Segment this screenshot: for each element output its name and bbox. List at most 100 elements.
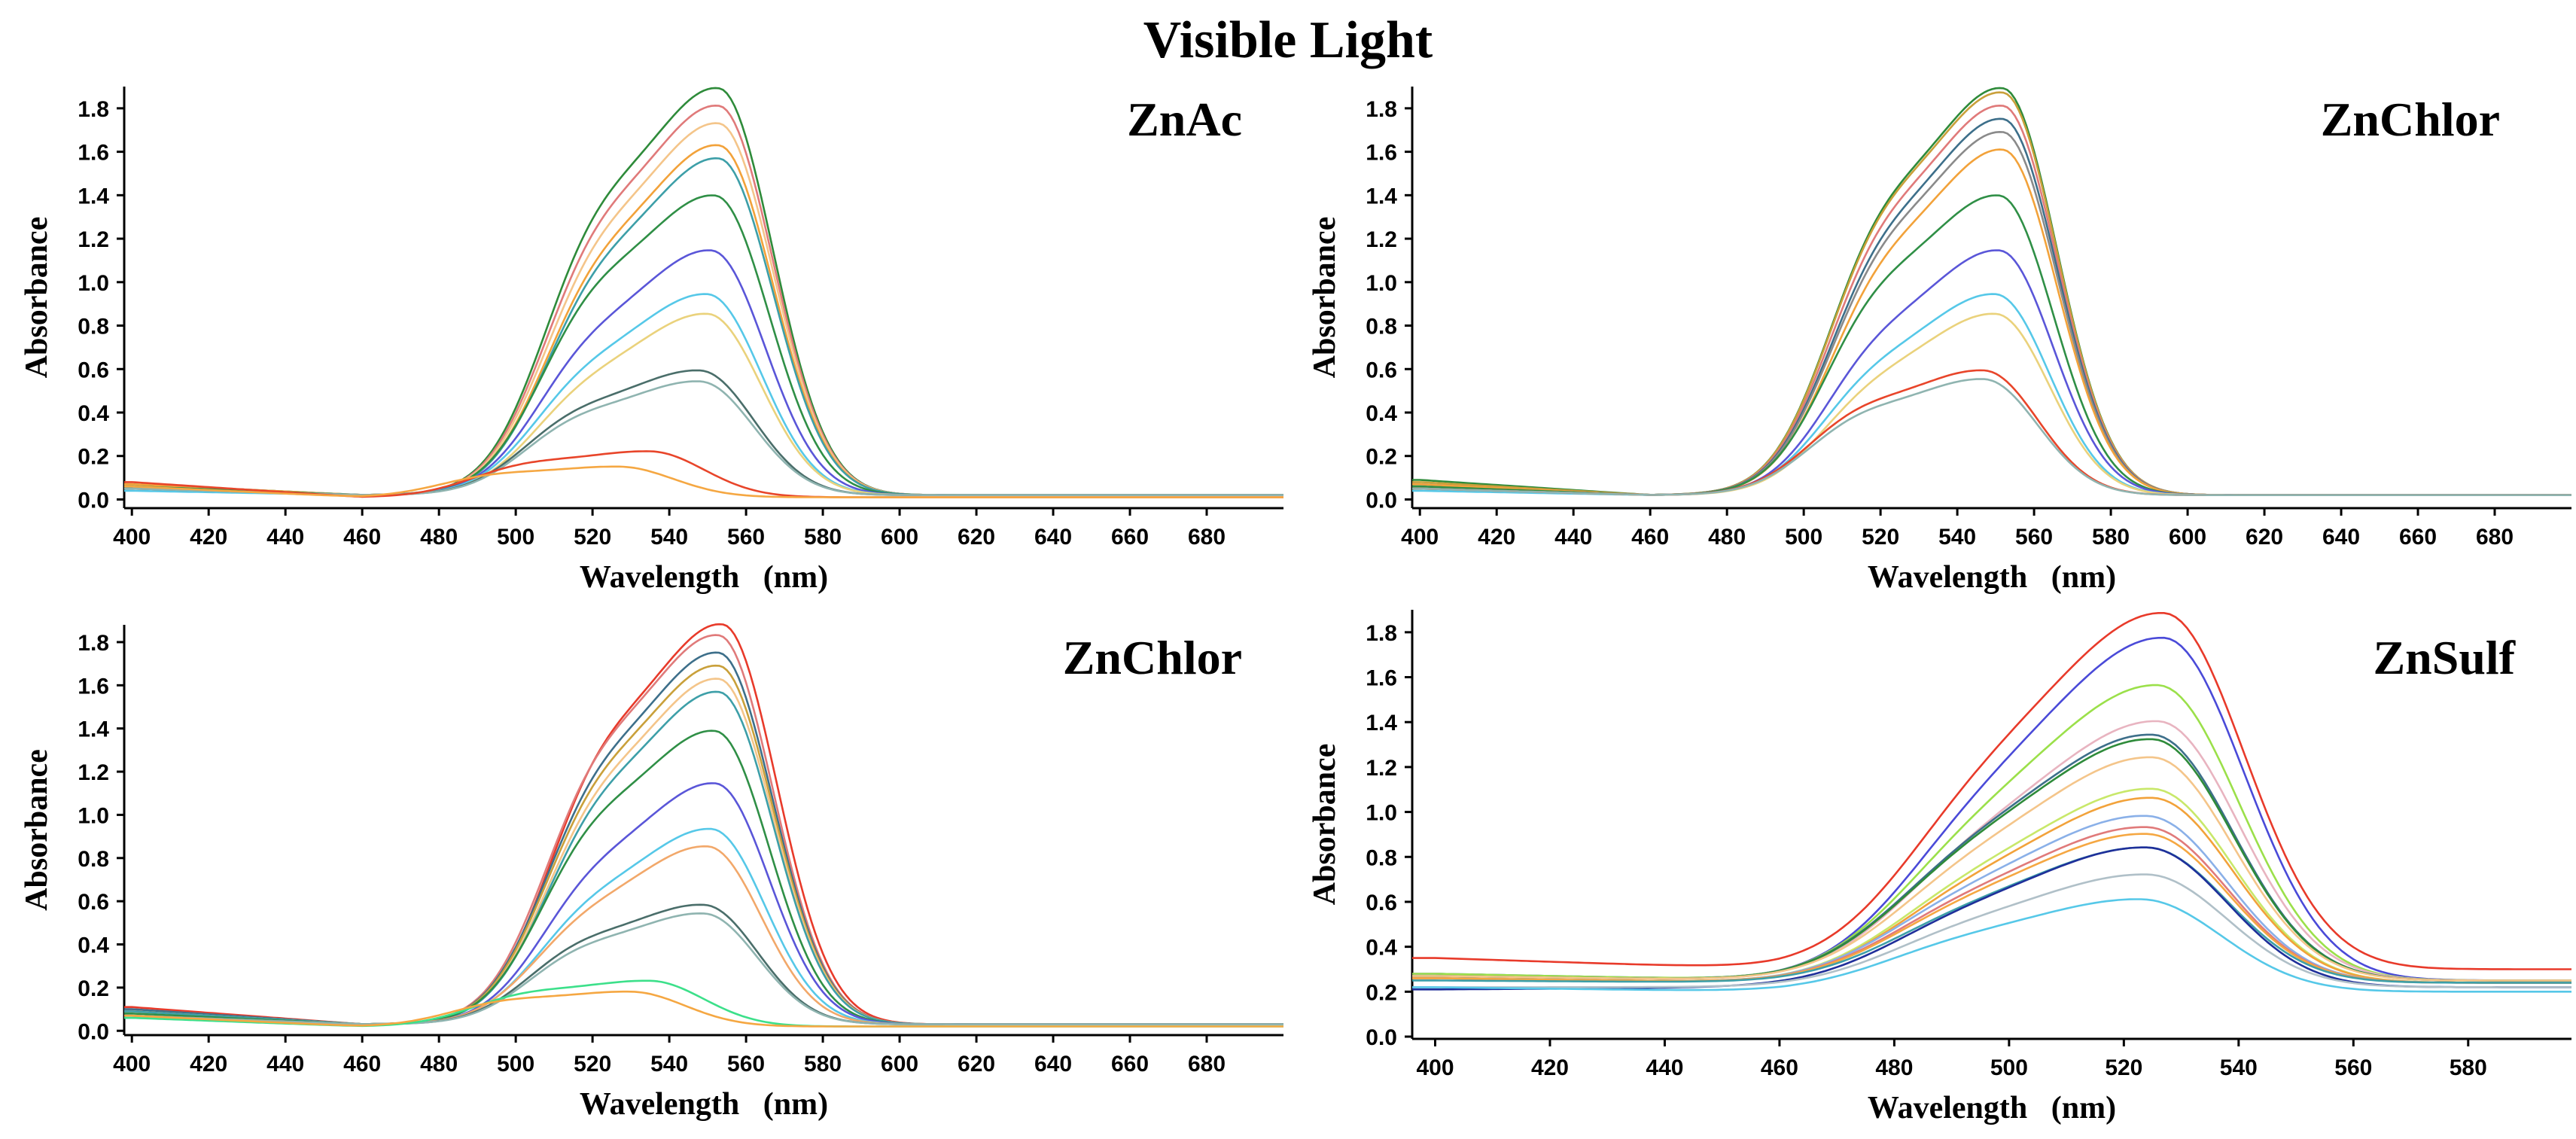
x-tick-label: 560 [2015, 525, 2053, 550]
series-line-15 [1412, 873, 2571, 988]
y-tick-label: 0.4 [1366, 401, 1397, 426]
y-tick-label: 1.6 [1366, 666, 1397, 691]
y-axis-label: Absorbance [20, 217, 54, 379]
series-line-10 [1412, 815, 2571, 984]
x-tick-label: 580 [2450, 1055, 2487, 1080]
y-tick-label: 0.0 [78, 1019, 109, 1044]
series-line-11 [124, 380, 1283, 496]
series-line-3 [1412, 105, 2571, 496]
x-tick-label: 440 [1554, 525, 1592, 550]
x-tick-label: 460 [1761, 1055, 1798, 1080]
y-tick-label: 1.8 [78, 97, 109, 122]
y-tick-label: 0.2 [1366, 980, 1397, 1005]
series-line-9 [1412, 796, 2571, 984]
chart-panel-znchlor-bottom: 0.0 0.2 0.4 0.6 0.8 1.0 1.2 1.4 1.6 1.8 400 420 440 4… [20, 623, 1283, 1122]
series-line-8 [124, 782, 1283, 1025]
y-tick-label: 0.2 [78, 976, 109, 1001]
series-line-9 [1412, 293, 2571, 496]
x-tick-label: 400 [113, 1052, 151, 1077]
series-line-12 [124, 912, 1283, 1025]
x-tick-label: 520 [574, 1052, 611, 1077]
y-tick-label: 1.2 [1366, 756, 1397, 781]
y-tick-label: 1.6 [1366, 141, 1397, 166]
y-tick-label: 1.4 [1366, 711, 1397, 735]
y-axis-label: Absorbance [1308, 744, 1342, 906]
panel-title: ZnSulf [2373, 631, 2515, 684]
x-tick-label: 420 [190, 525, 227, 550]
y-tick-label: 1.6 [78, 141, 109, 166]
x-tick-label: 540 [650, 525, 688, 550]
y-tick-label: 1.4 [78, 717, 109, 742]
y-tick-label: 0.4 [78, 933, 109, 958]
series-line-13 [124, 465, 1283, 498]
x-tick-label: 620 [958, 525, 995, 550]
series-line-11 [1412, 826, 2571, 984]
y-tick-label: 1.6 [78, 674, 109, 699]
x-tick-label: 580 [2092, 525, 2130, 550]
y-tick-label: 1.2 [78, 760, 109, 785]
x-tick-label: 400 [1416, 1055, 1454, 1080]
series-line-4 [1412, 117, 2571, 496]
y-tick-label: 1.8 [78, 631, 109, 656]
x-tick-label: 640 [2322, 525, 2360, 550]
y-tick-label: 1.0 [1366, 271, 1397, 296]
y-tick-label: 0.2 [78, 445, 109, 470]
y-tick-label: 0.2 [1366, 445, 1397, 470]
y-tick-label: 0.8 [78, 847, 109, 872]
x-tick-label: 640 [1034, 1052, 1072, 1077]
y-tick-label: 0.8 [78, 315, 109, 340]
series-line-11 [1412, 369, 2571, 496]
y-axis-label: Absorbance [20, 749, 54, 911]
y-tick-label: 0.6 [78, 358, 109, 382]
series-line-6 [124, 194, 1283, 496]
x-tick-label: 660 [1111, 1052, 1149, 1077]
series-line-6 [124, 690, 1283, 1025]
series-line-7 [1412, 194, 2571, 496]
series-line-14 [124, 990, 1283, 1028]
series-line-8 [124, 293, 1283, 496]
y-tick-label: 0.8 [1366, 845, 1397, 870]
x-tick-label: 520 [1862, 525, 1899, 550]
series-line-16 [1412, 898, 2571, 993]
x-tick-label: 480 [1875, 1055, 1913, 1080]
x-axis-label: Wavelength (nm) [580, 1087, 828, 1122]
x-tick-label: 560 [2334, 1055, 2372, 1080]
x-tick-label: 500 [1785, 525, 1822, 550]
y-tick-label: 1.4 [1366, 184, 1397, 209]
x-tick-label: 560 [727, 1052, 765, 1077]
chart-panel-znsulf: 0.0 0.2 0.4 0.6 0.8 1.0 1.2 1.4 1.6 1.8 400 420 440 4… [1308, 610, 2571, 1125]
panel-title: ZnChlor [1063, 631, 1242, 684]
series-line-7 [124, 249, 1283, 496]
series-line-2 [1412, 636, 2571, 982]
x-tick-label: 680 [1188, 525, 1226, 550]
x-tick-label: 460 [343, 525, 381, 550]
y-tick-label: 1.0 [78, 271, 109, 296]
x-tick-label: 640 [1034, 525, 1072, 550]
series-line-3 [124, 122, 1283, 496]
series-line-13 [1412, 846, 2571, 984]
x-tick-label: 520 [2105, 1055, 2142, 1080]
series-line-4 [124, 664, 1283, 1025]
y-tick-label: 1.8 [1366, 621, 1397, 646]
y-tick-label: 1.8 [1366, 97, 1397, 122]
series-line-5 [124, 678, 1283, 1025]
x-tick-label: 460 [1631, 525, 1669, 550]
x-tick-label: 600 [881, 525, 918, 550]
y-tick-label: 0.6 [78, 890, 109, 915]
series-line-10 [124, 369, 1283, 496]
series-line-7 [1412, 756, 2571, 982]
y-tick-label: 1.2 [78, 227, 109, 252]
y-axis-label: Absorbance [1308, 217, 1342, 379]
x-tick-label: 500 [1990, 1055, 2028, 1080]
series-line-12 [124, 450, 1283, 498]
x-tick-label: 400 [1401, 525, 1439, 550]
x-tick-label: 480 [420, 1052, 458, 1077]
y-tick-label: 1.2 [1366, 227, 1397, 252]
x-tick-label: 420 [1478, 525, 1515, 550]
y-tick-label: 0.6 [1366, 358, 1397, 382]
x-tick-label: 500 [497, 1052, 534, 1077]
x-tick-label: 540 [650, 1052, 688, 1077]
series-line-4 [124, 144, 1283, 496]
series-line-9 [124, 312, 1283, 496]
x-tick-label: 400 [113, 525, 151, 550]
